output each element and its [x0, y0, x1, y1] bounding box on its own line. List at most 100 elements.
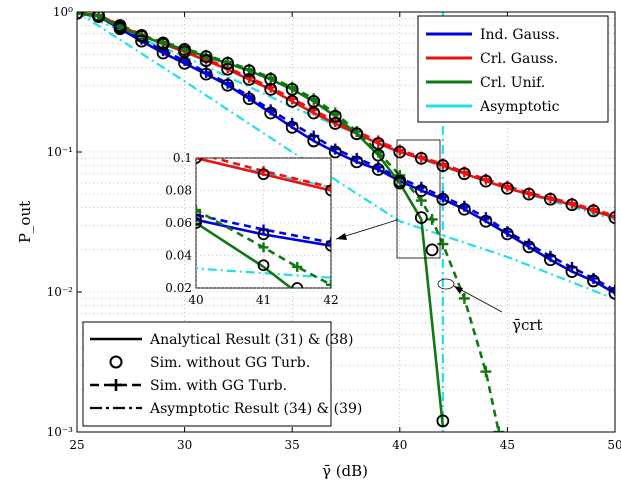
data-point-circle: [328, 117, 342, 130]
data-point-plus: [394, 301, 404, 311]
data-point-plus: [77, 12, 83, 19]
series-asym-ind: [77, 12, 615, 301]
data-point-circle: [479, 174, 493, 188]
data-point-circle: [565, 265, 579, 278]
data-point-circle: [608, 286, 615, 300]
series-line: [77, 12, 501, 432]
data-point-circle: [113, 20, 127, 34]
x-tick-label: 30: [177, 438, 192, 452]
data-point-circle: [264, 82, 278, 96]
data-point-circle: [199, 50, 213, 64]
data-point-circle: [350, 127, 364, 141]
data-point-circle: [257, 228, 270, 241]
data-point-circle: [371, 163, 385, 176]
data-point-circle: [436, 159, 450, 172]
data-point-circle: [307, 94, 321, 108]
data-point-circle: [529, 226, 539, 236]
data-point-plus: [596, 233, 606, 243]
inset-series-layer: [56, 96, 606, 311]
legend-bottom-entry: Asymptotic Result (34) & (39): [90, 401, 362, 417]
legend-label: Sim. with GG Turb.: [150, 378, 287, 394]
data-point-circle: [307, 134, 321, 148]
data-point-circle: [92, 12, 105, 23]
data-point-circle: [221, 78, 235, 92]
data-point-circle: [436, 192, 450, 206]
data-point-circle: [285, 120, 299, 134]
legend-label: Analytical Result (31) & (38): [149, 332, 354, 348]
data-point-circle: [394, 202, 404, 212]
data-point-circle: [221, 56, 235, 70]
data-point-circle: [328, 109, 342, 123]
data-point-plus: [326, 279, 331, 288]
data-point-circle: [608, 211, 615, 224]
series-crl-unif-sim-no-gg: [77, 12, 450, 428]
data-point-circle: [124, 194, 134, 204]
data-point-circle: [56, 177, 66, 187]
inset-tick-layer: 40 41 42 0.1 0.08 0.06 0.04 0.02: [165, 151, 338, 307]
legend-bottom-entry: Sim. without GG Turb.: [109, 355, 310, 371]
inset-x-tick-label: 40: [188, 293, 203, 307]
data-point-circle: [56, 96, 66, 106]
y-tick-label: 10⁻¹: [47, 145, 73, 159]
data-point-circle: [325, 184, 331, 197]
series-crl-gauss-sim-no-gg: [56, 96, 539, 236]
data-point-circle: [479, 214, 493, 228]
data-point-circle: [124, 161, 134, 171]
legend-label: Sim. without GG Turb.: [150, 355, 310, 371]
data-point-plus: [458, 292, 470, 304]
crt-annotation-arrow: [453, 285, 503, 313]
data-point-plus: [529, 272, 539, 282]
tick-layer: 25 30 35 40 45 50 10⁰ 10⁻¹ 10⁻² 10⁻³: [47, 5, 621, 452]
inset-x-tick-label: 41: [256, 293, 271, 307]
data-point-circle: [457, 202, 471, 216]
data-point-circle: [196, 213, 202, 226]
legend-label: Crl. Gauss.: [480, 51, 558, 67]
data-point-plus: [124, 121, 134, 131]
data-point-circle: [156, 36, 170, 50]
series-line: [196, 208, 331, 287]
data-point-circle: [328, 145, 342, 159]
x-tick-label: 25: [69, 438, 84, 452]
data-point-plus: [56, 169, 66, 179]
series-line: [77, 12, 615, 301]
data-point-circle: [393, 176, 407, 190]
data-point-circle: [529, 273, 539, 283]
data-point-circle: [199, 54, 213, 67]
inset-x-tick-label: 42: [323, 293, 338, 307]
data-point-circle: [371, 148, 385, 162]
data-point-circle: [414, 211, 428, 224]
inset-y-tick-label: 0.1: [173, 151, 192, 165]
data-point-plus: [196, 205, 201, 215]
crt-annotation-label: γ̄crt: [512, 316, 543, 334]
data-point-plus: [196, 209, 201, 220]
plot-frame: [76, 11, 616, 433]
legend-top-entry: Crl. Gauss.: [426, 51, 558, 67]
data-point-plus: [493, 426, 505, 432]
data-point-circle: [414, 184, 428, 198]
legend-label: Ind. Gauss.: [480, 27, 560, 43]
legend-label: Asymptotic: [479, 99, 560, 115]
data-point-plus: [437, 238, 449, 250]
data-point-circle: [242, 73, 256, 86]
data-point-circle: [135, 34, 148, 48]
crt-marker-ellipse: [437, 278, 455, 290]
data-point-circle: [500, 227, 514, 241]
y-axis-label: P_out: [16, 201, 34, 243]
data-point-circle: [196, 217, 202, 229]
series-ind-sim-no-gg: [56, 177, 539, 283]
series-crl-unif-sim-gg: [196, 205, 404, 311]
legend-bottom-entry: Sim. with GG Turb.: [90, 378, 287, 394]
legend-label: Crl. Unif.: [480, 75, 545, 91]
data-point-plus: [609, 210, 615, 222]
data-point-plus: [394, 249, 404, 259]
data-point-circle: [414, 152, 428, 165]
data-point-circle: [350, 155, 364, 169]
series-crl-unif-sim-no-gg: [124, 161, 304, 288]
data-point-plus: [292, 261, 303, 272]
legend-top-entry: Asymptotic: [426, 99, 560, 115]
inset-y-tick-label: 0.04: [165, 249, 192, 263]
data-point-circle: [135, 29, 148, 43]
data-point-circle: [257, 259, 270, 272]
legend-bottom: Analytical Result (31) & (38) Sim. withou…: [82, 321, 362, 427]
x-tick-label: 40: [392, 438, 407, 452]
